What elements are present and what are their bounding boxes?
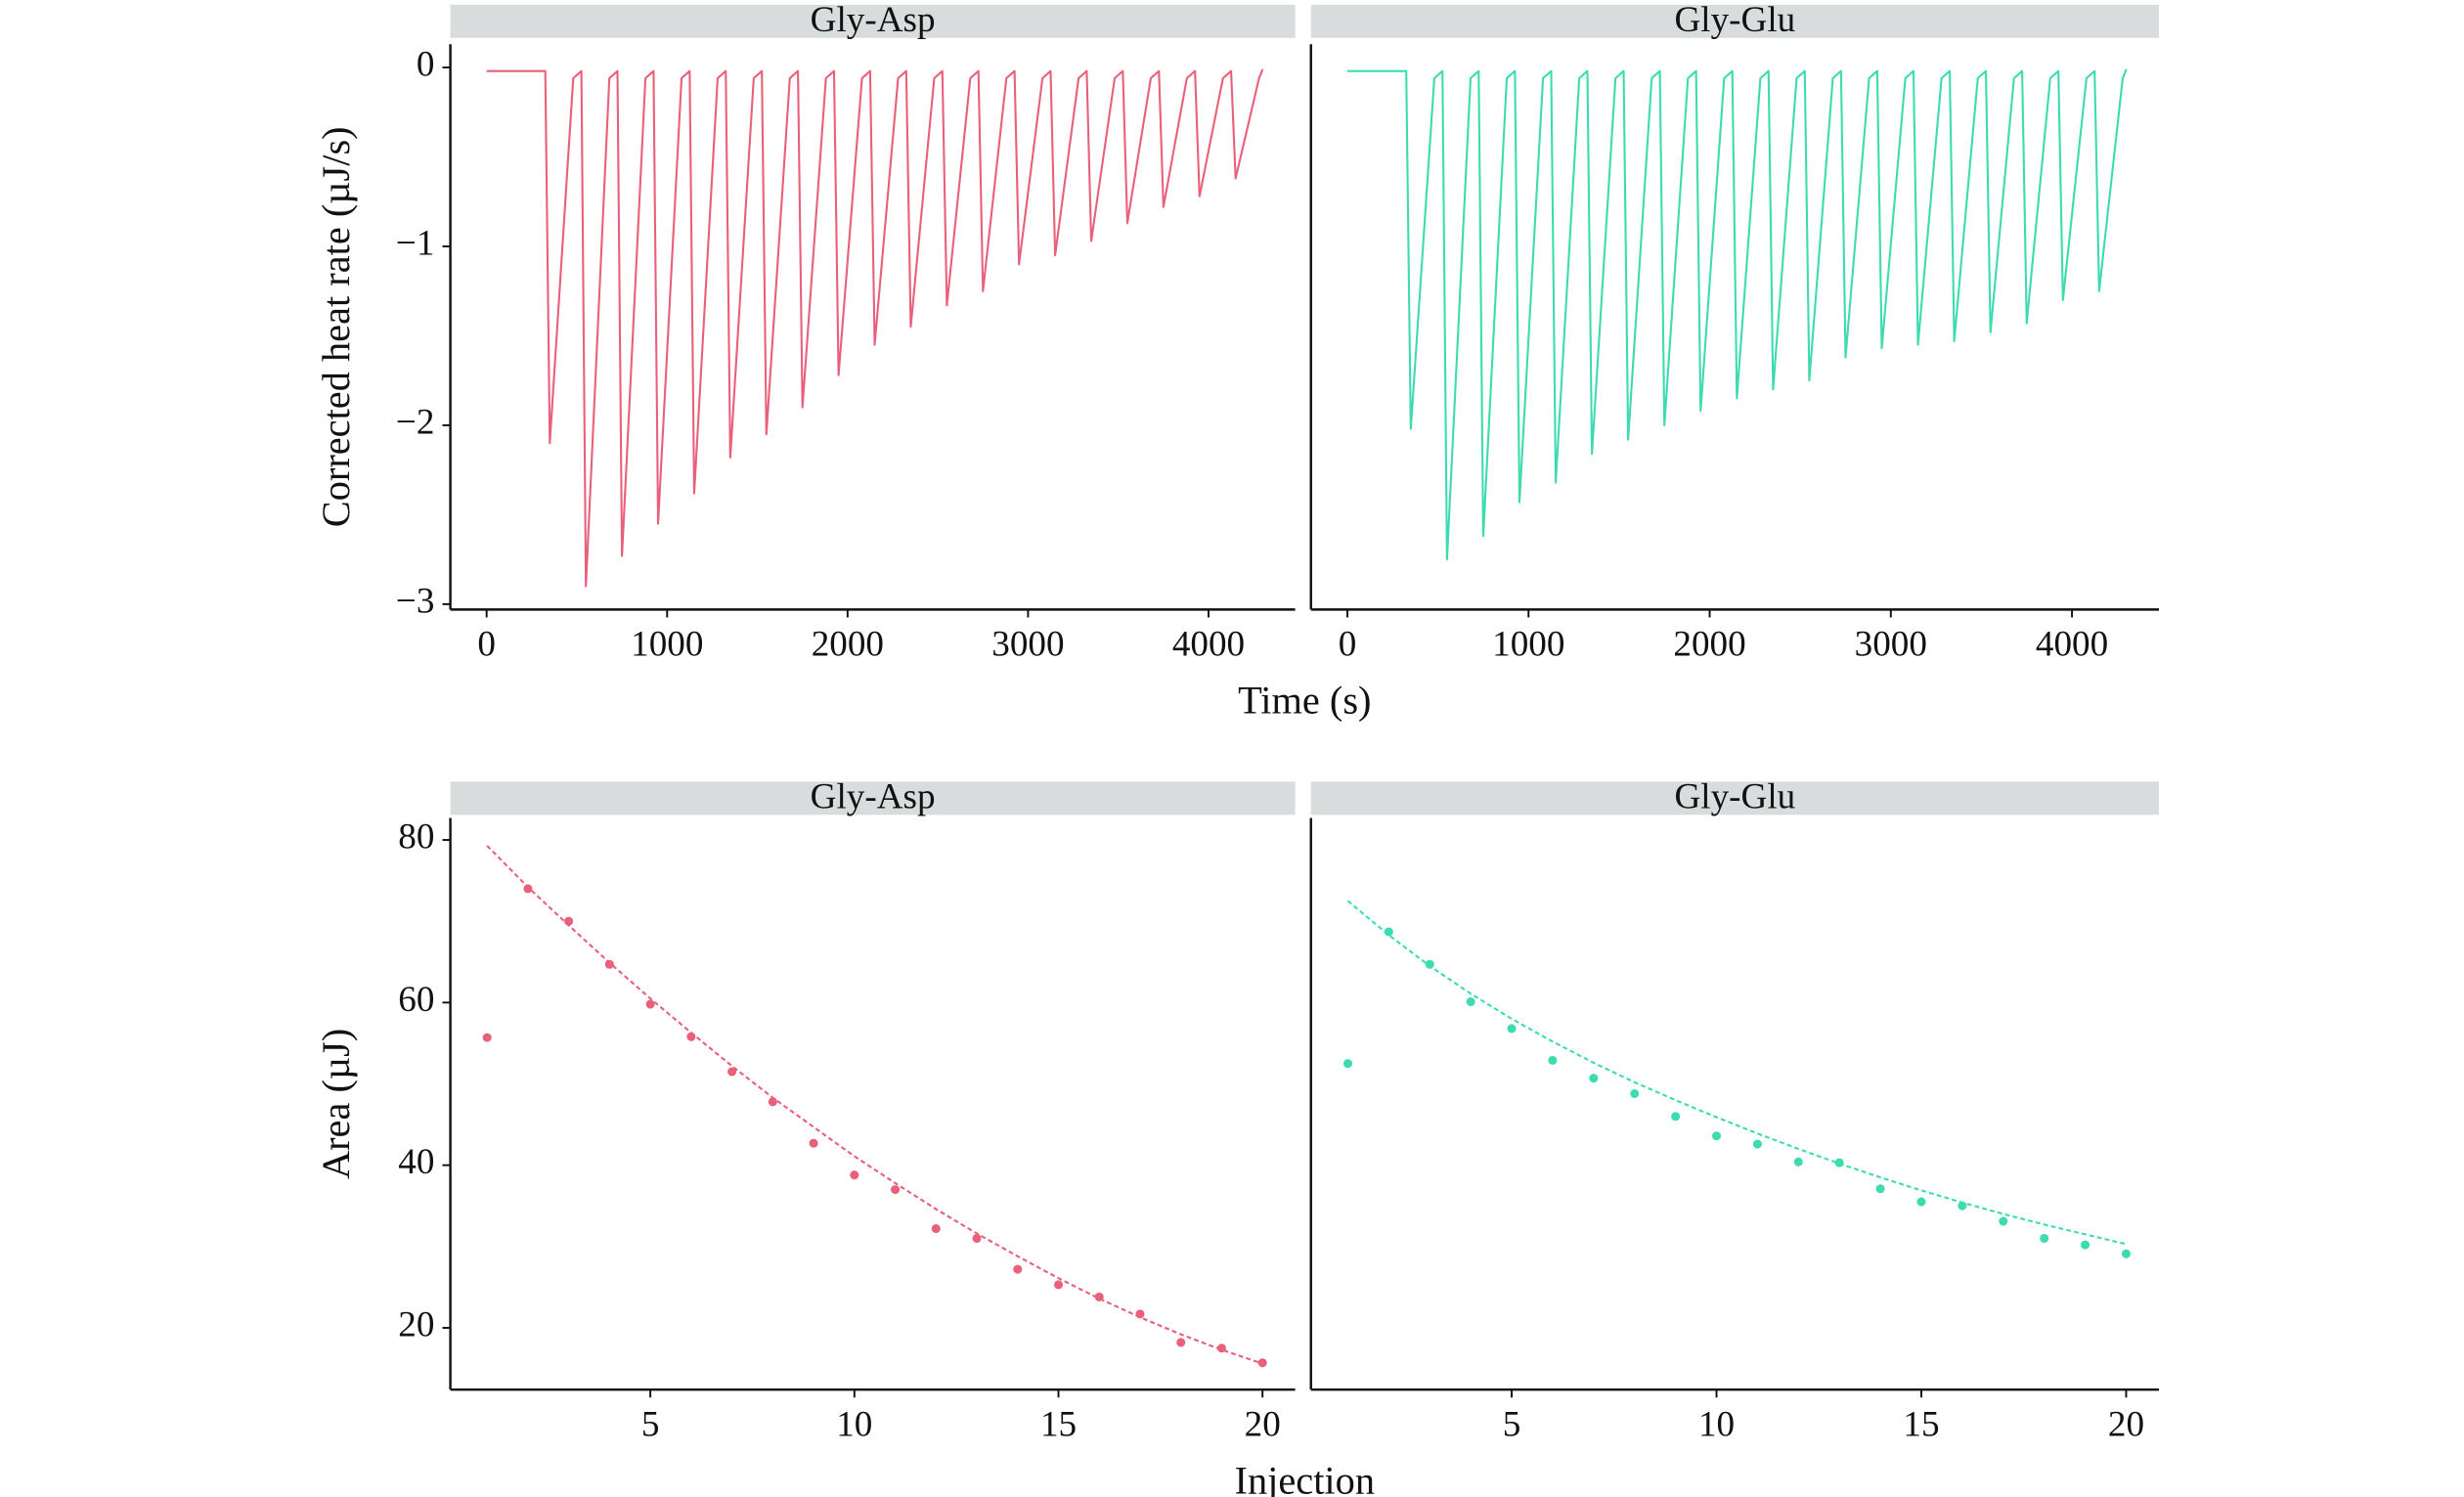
data-point xyxy=(727,1067,737,1077)
strip xyxy=(1310,781,2159,815)
y-tick-label: −1 xyxy=(396,223,435,263)
fit-line xyxy=(1346,900,2127,1246)
fit-line xyxy=(486,845,1263,1365)
data-point xyxy=(604,959,614,969)
x-tick-label: 4000 xyxy=(2036,625,2108,665)
data-point xyxy=(1793,1157,1803,1167)
thermogram-line xyxy=(486,68,1264,588)
x-tick-label: 10 xyxy=(1698,1404,1735,1444)
data-point xyxy=(1094,1292,1104,1301)
data-point xyxy=(1216,1343,1226,1353)
strip-label: Gly-Asp xyxy=(811,0,936,40)
data-point xyxy=(1053,1280,1064,1290)
x-tick-label: 15 xyxy=(1040,1404,1077,1444)
data-point xyxy=(1384,927,1393,937)
x-tick-label: 5 xyxy=(1503,1404,1521,1444)
data-point xyxy=(2040,1233,2049,1244)
data-point xyxy=(1630,1088,1640,1098)
y-axis-title: Area (µJ) xyxy=(314,1029,358,1179)
data-point xyxy=(1671,1112,1681,1122)
data-point xyxy=(1711,1131,1722,1141)
x-tick-label: 2000 xyxy=(812,625,884,665)
x-tick-label: 0 xyxy=(1339,625,1357,665)
strip xyxy=(1310,4,2159,38)
x-tick-label: 5 xyxy=(641,1404,660,1444)
strip xyxy=(450,781,1296,815)
x-tick-label: 1000 xyxy=(1492,625,1564,665)
y-tick-label: 0 xyxy=(417,45,435,85)
strip xyxy=(450,4,1296,38)
x-tick-label: 10 xyxy=(836,1404,872,1444)
thermogram-line xyxy=(1346,68,2128,561)
data-point xyxy=(1958,1201,1967,1211)
data-point xyxy=(1466,996,1475,1007)
data-point xyxy=(1507,1024,1517,1034)
data-point xyxy=(1013,1264,1023,1274)
x-tick-label: 20 xyxy=(1245,1404,1281,1444)
data-point xyxy=(1875,1184,1885,1194)
strip-label: Gly-Asp xyxy=(811,777,936,817)
data-point xyxy=(972,1233,982,1244)
data-point xyxy=(1999,1216,2008,1226)
strip-label: Gly-Glu xyxy=(1674,777,1795,817)
data-point xyxy=(686,1032,696,1041)
data-point xyxy=(1834,1158,1844,1167)
y-tick-label: 20 xyxy=(398,1304,434,1344)
data-point xyxy=(1752,1139,1762,1149)
x-axis-title: Time (s) xyxy=(1238,679,1371,723)
x-tick-label: 15 xyxy=(1903,1404,1939,1444)
data-point xyxy=(1548,1055,1558,1065)
y-tick-label: −2 xyxy=(396,402,435,442)
data-point xyxy=(1425,959,1434,969)
data-point xyxy=(1176,1338,1186,1347)
y-tick-label: 60 xyxy=(398,980,434,1020)
data-point xyxy=(809,1138,818,1148)
data-point xyxy=(1135,1309,1145,1319)
data-point xyxy=(564,916,574,926)
data-point xyxy=(523,884,533,894)
strip-label: Gly-Glu xyxy=(1674,0,1795,40)
data-point xyxy=(2081,1240,2090,1250)
x-tick-label: 20 xyxy=(2108,1404,2144,1444)
x-tick-label: 1000 xyxy=(631,625,703,665)
data-point xyxy=(1589,1074,1599,1083)
y-tick-label: 40 xyxy=(398,1142,434,1182)
x-tick-label: 3000 xyxy=(991,625,1064,665)
data-point xyxy=(850,1170,859,1180)
y-tick-label: 80 xyxy=(398,817,434,858)
data-point xyxy=(482,1033,492,1042)
data-point xyxy=(768,1097,777,1107)
x-axis-title: Injection xyxy=(1235,1458,1375,1497)
y-axis-title: Corrected heat rate (µJ/s) xyxy=(314,126,358,527)
x-tick-label: 4000 xyxy=(1172,625,1245,665)
x-tick-label: 0 xyxy=(477,625,496,665)
data-point xyxy=(1916,1197,1926,1207)
x-tick-label: 2000 xyxy=(1673,625,1745,665)
data-point xyxy=(2121,1249,2131,1258)
data-point xyxy=(891,1185,901,1195)
data-point xyxy=(1257,1358,1267,1368)
data-point xyxy=(645,999,655,1009)
data-point xyxy=(1342,1059,1352,1069)
y-tick-label: −3 xyxy=(396,581,435,621)
data-point xyxy=(931,1224,941,1234)
x-tick-label: 3000 xyxy=(1855,625,1927,665)
